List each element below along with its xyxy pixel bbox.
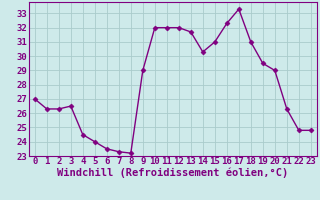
X-axis label: Windchill (Refroidissement éolien,°C): Windchill (Refroidissement éolien,°C) [57,168,288,178]
